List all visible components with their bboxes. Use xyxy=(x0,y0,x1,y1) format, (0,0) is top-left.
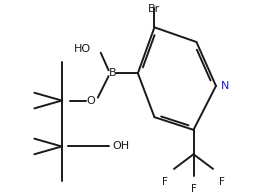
Text: Br: Br xyxy=(148,4,161,14)
Text: OH: OH xyxy=(112,141,130,152)
Text: O: O xyxy=(87,96,95,105)
Text: N: N xyxy=(221,81,229,91)
Text: B: B xyxy=(109,68,116,78)
Text: F: F xyxy=(162,177,168,187)
Text: F: F xyxy=(191,183,196,194)
Text: HO: HO xyxy=(74,44,91,54)
Text: F: F xyxy=(219,177,225,187)
